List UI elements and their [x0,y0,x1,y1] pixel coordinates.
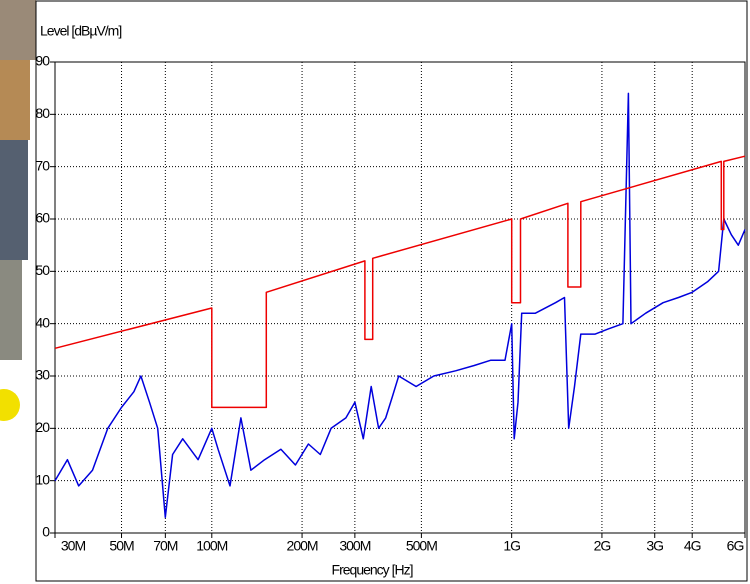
x-axis-label: Frequency [Hz] [332,562,413,578]
x-tick-label: 2G [594,538,611,554]
x-tick-label: 100M [196,538,227,554]
x-tick-label: 3G [646,538,663,554]
y-tick-label: 60 [35,210,50,226]
photo-part [0,0,36,60]
x-tick-label: 30M [61,538,86,554]
y-tick-label: 80 [35,105,50,121]
y-tick-label: 90 [35,53,50,69]
y-axis-label: Level [dBµV/m] [40,23,121,39]
y-tick-label: 40 [35,314,50,330]
y-tick-label: 0 [42,524,50,540]
y-tick-label: 10 [35,471,50,487]
series-line [54,92,746,519]
y-tick-label: 30 [35,367,50,383]
series-line [54,155,746,409]
x-tick-label: 200M [287,538,318,554]
photo-marker [0,389,20,421]
y-tick-label: 20 [35,419,50,435]
photo-part [0,260,22,360]
x-tick-label: 300M [339,538,370,554]
x-tick-label: 70M [153,538,178,554]
x-tick-label: 6G [727,538,744,554]
x-tick-label: 500M [406,538,437,554]
photo-part [0,140,28,260]
photo-part [0,60,30,140]
y-tick-label: 50 [35,262,50,278]
x-tick-label: 1G [503,538,520,554]
x-tick-label: 50M [109,538,134,554]
x-tick-label: 4G [684,538,701,554]
plot-area [54,61,746,534]
y-tick-label: 70 [35,157,50,173]
